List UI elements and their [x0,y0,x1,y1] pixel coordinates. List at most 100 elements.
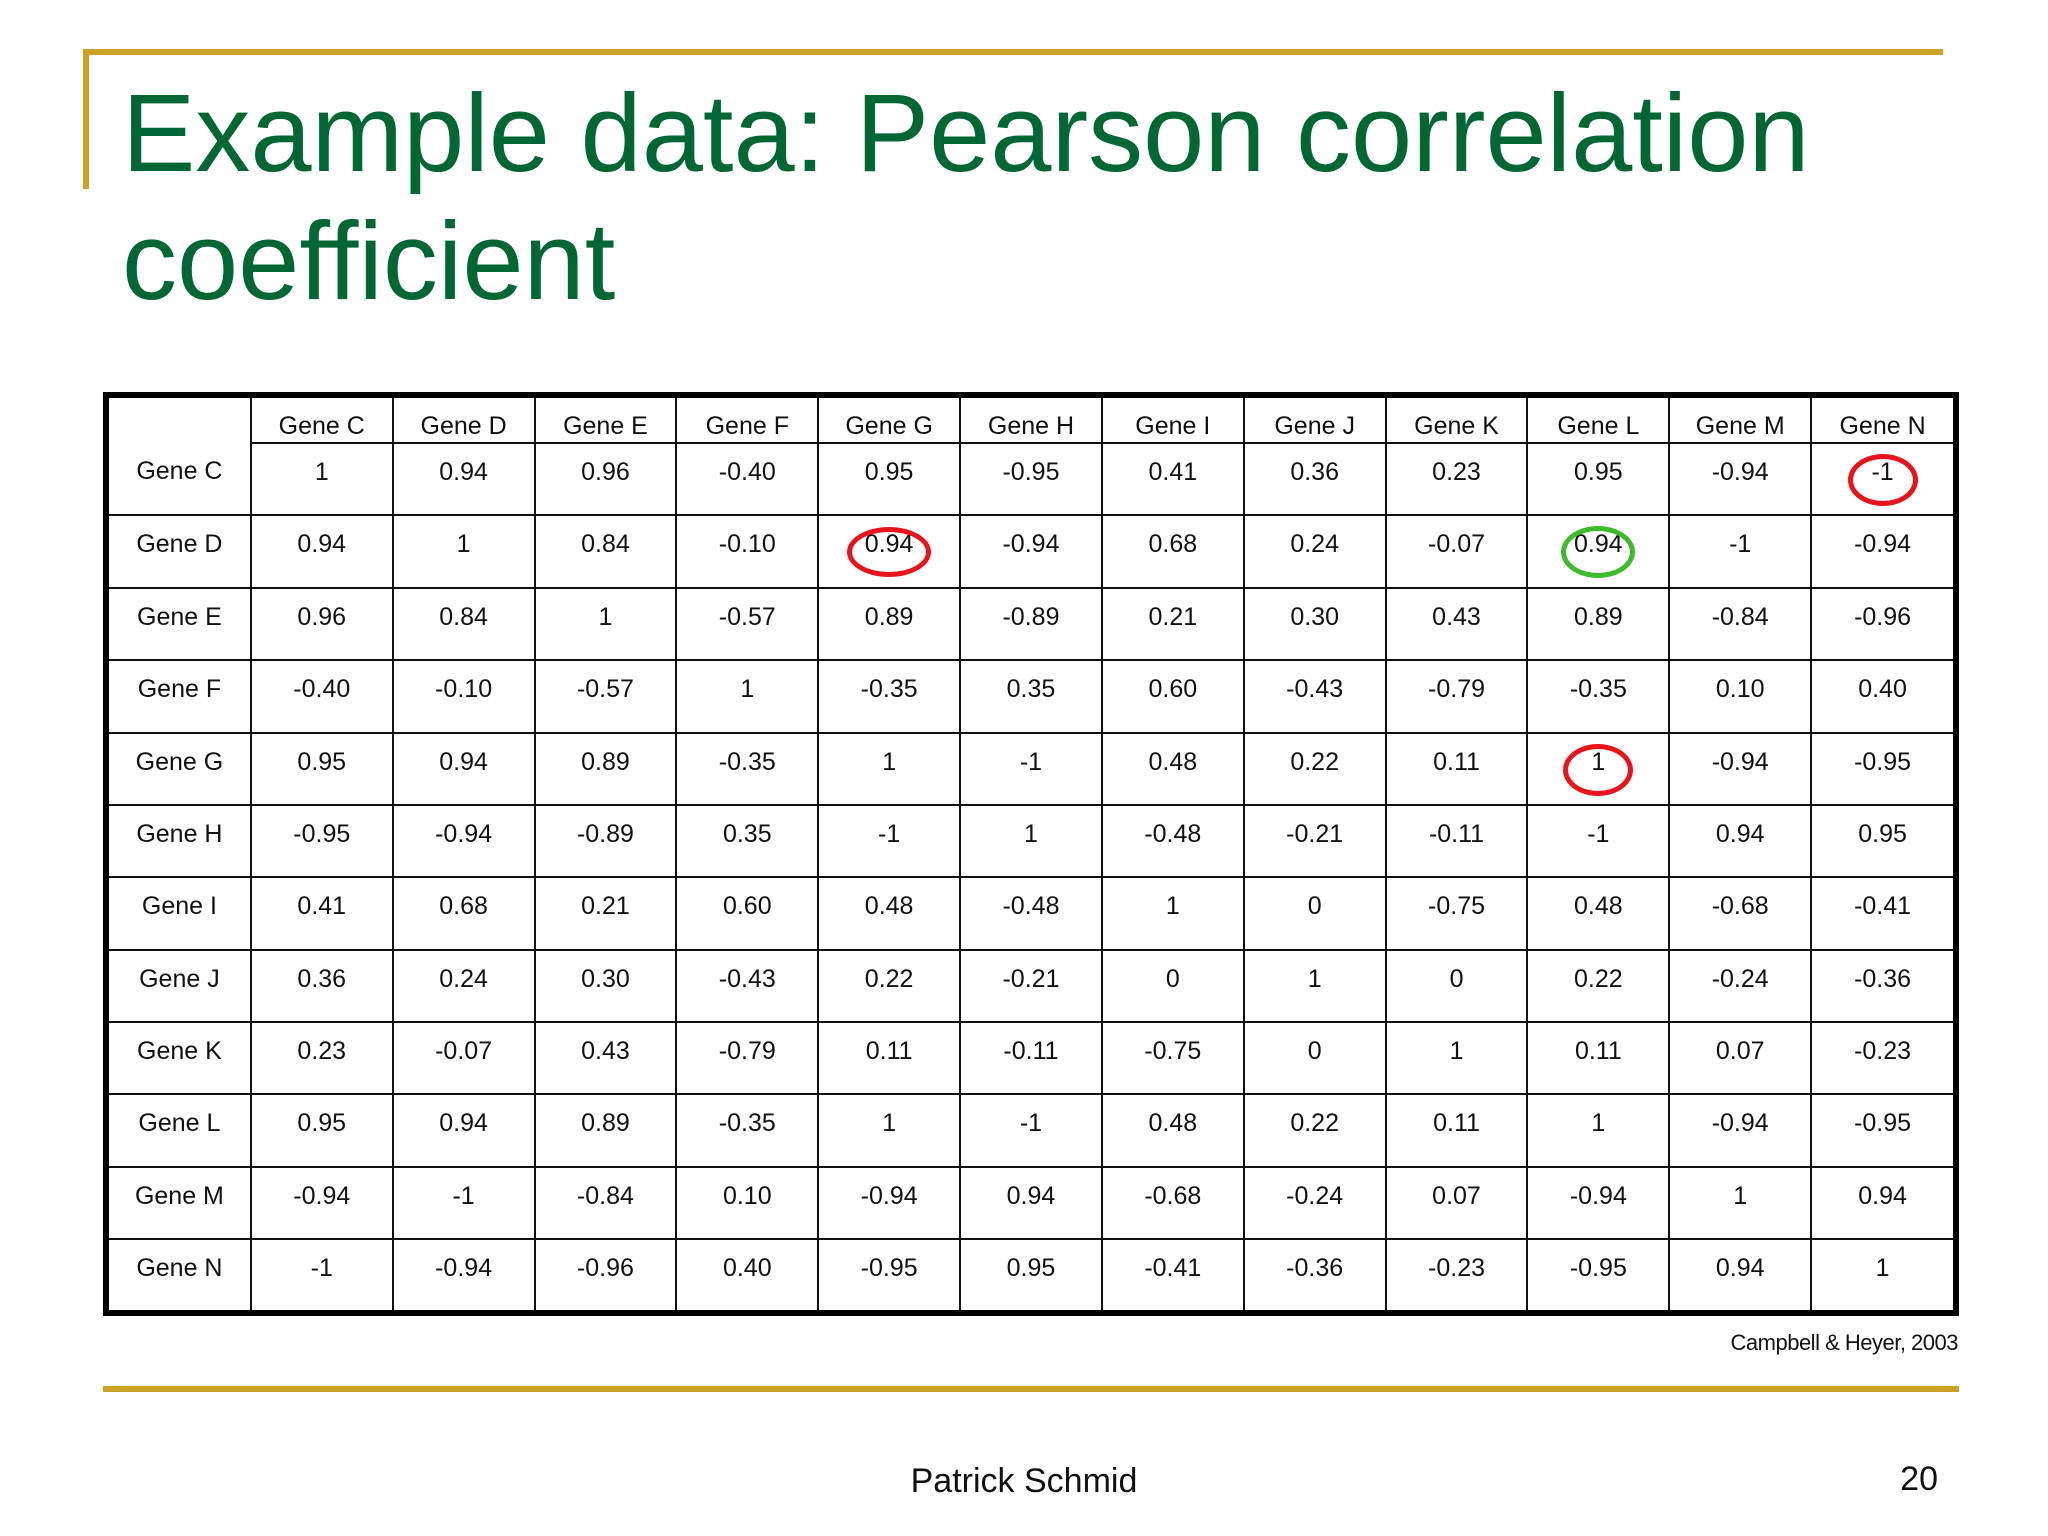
correlation-cell: -0.35 [1526,659,1671,734]
correlation-cell: 0.11 [1384,1093,1529,1168]
row-header: Gene M [109,1165,252,1241]
correlation-value: -0.57 [718,602,776,631]
correlation-value: -0.89 [1002,602,1060,631]
correlation-cell: -0.57 [533,659,678,734]
correlation-value: -1 [1871,458,1894,486]
correlation-value: 0.94 [864,530,914,559]
column-header: Gene M [1668,398,1813,443]
correlation-value: -0.36 [1286,1254,1344,1283]
correlation-value: 0.11 [1433,747,1480,776]
correlation-value: 0 [1449,964,1464,993]
correlation-value: 1 [882,1109,897,1138]
correlation-value: 0.89 [1574,602,1623,631]
correlation-cell: -0.10 [675,514,820,589]
column-header: Gene I [1100,398,1245,443]
correlation-cell: 0.23 [249,1020,394,1096]
correlation-value: -0.43 [1286,675,1344,704]
correlation-value: 1 [314,458,329,486]
correlation-cell: -0.96 [533,1238,678,1310]
correlation-cell: -0.75 [1384,876,1529,951]
correlation-value: 1 [1024,819,1038,848]
correlation-cell: -0.94 [1526,1165,1671,1241]
correlation-value: -0.35 [718,1109,776,1138]
correlation-cell: 0 [1242,876,1387,951]
correlation-value: 0.48 [1148,747,1198,776]
correlation-value: -0.41 [1144,1254,1202,1283]
correlation-value: 0.35 [1006,675,1056,704]
correlation-value: -1 [1019,747,1043,776]
correlation-value: 0.94 [1715,819,1765,848]
correlation-cell: 0.35 [675,803,820,879]
correlation-value: -0.24 [1286,1181,1344,1210]
correlation-cell: 0.94 [249,514,394,589]
correlation-cell: -0.84 [533,1165,678,1241]
correlation-value: -0.07 [435,1037,493,1065]
correlation-cell: -0.35 [675,1093,820,1168]
correlation-value: 0.30 [581,964,630,993]
correlation-cell: 0.30 [1242,586,1387,662]
correlation-cell: 0.94 [1668,1238,1813,1310]
correlation-value: 0.21 [581,892,630,921]
header-row: Gene C Gene D Gene E Gene F Gene G Gene H Gene… [109,398,1953,443]
correlation-value: -0.84 [576,1181,634,1210]
footer-author: Patrick Schmid [910,1462,1138,1500]
correlation-value: 0.96 [581,458,630,486]
correlation-cell: -0.95 [1810,731,1953,806]
correlation-cell: 1 [675,659,820,734]
correlation-cell: 0.48 [1100,731,1245,806]
correlation-value: 0.94 [439,747,488,776]
correlation-value: 0.41 [297,892,347,921]
correlation-value: 0.95 [1858,819,1907,848]
correlation-value: 0.48 [864,892,914,921]
correlation-cell: 0.95 [1810,803,1953,879]
correlation-value: 0.89 [581,747,630,776]
correlation-cell: -0.07 [391,1020,536,1096]
correlation-cell: 0.30 [533,948,678,1024]
correlation-value: 0.07 [1432,1181,1481,1210]
correlation-value: -0.75 [1144,1037,1202,1065]
correlation-value: 0.23 [297,1037,347,1065]
correlation-value: -0.10 [718,530,776,559]
row-header: Gene I [109,876,252,951]
correlation-cell: 1 [1242,948,1387,1024]
correlation-value: 1 [456,530,471,559]
correlation-cell: 0.89 [817,586,962,662]
correlation-value: 0.40 [722,1254,772,1283]
row-header: Gene L [109,1093,252,1168]
table-row: Gene N -1 -0.94 -0.96 0.40 -0.95 0.95 -0.41 -0.3… [109,1238,1953,1310]
correlation-cell: 0.22 [1526,948,1671,1024]
correlation-value: 0.95 [297,747,347,776]
correlation-value: -0.79 [718,1037,776,1065]
correlation-cell: 0.36 [249,948,394,1024]
correlation-cell: -1 [1810,441,1953,517]
correlation-value: 0 [1307,1037,1322,1065]
correlation-cell: 0.94 [1668,803,1813,879]
correlation-cell: -0.24 [1668,948,1813,1024]
correlation-value: -0.07 [1428,530,1485,559]
correlation-cell: 0.21 [1100,586,1245,662]
correlation-value: -0.35 [1569,675,1627,704]
correlation-cell: -0.43 [1242,659,1387,734]
correlation-value: 0.94 [1574,530,1623,559]
correlation-cell: -0.41 [1810,876,1953,951]
correlation-value: -0.57 [576,675,634,704]
column-header: Gene J [1242,398,1387,443]
correlation-value: 0.30 [1290,602,1339,631]
correlation-cell: 0.48 [817,876,962,951]
correlation-cell: 0 [1384,948,1529,1024]
correlation-cell: -1 [959,1093,1103,1168]
correlation-value: -1 [310,1254,333,1283]
correlation-cell: 0.41 [1100,441,1245,517]
correlation-value: 1 [1591,747,1606,776]
correlation-cell: -0.94 [1668,441,1813,517]
correlation-cell: 0 [1242,1020,1387,1096]
correlation-cell: 0.96 [533,441,678,517]
correlation-cell: 0.89 [533,731,678,806]
footer-rule [103,1386,1959,1392]
correlation-cell: 0.95 [249,731,394,806]
correlation-cell: -0.94 [391,803,536,879]
correlation-cell: -0.43 [675,948,820,1024]
column-header: Gene E [533,398,678,443]
correlation-cell: 0.48 [1100,1093,1245,1168]
correlation-value: -0.35 [718,747,776,776]
